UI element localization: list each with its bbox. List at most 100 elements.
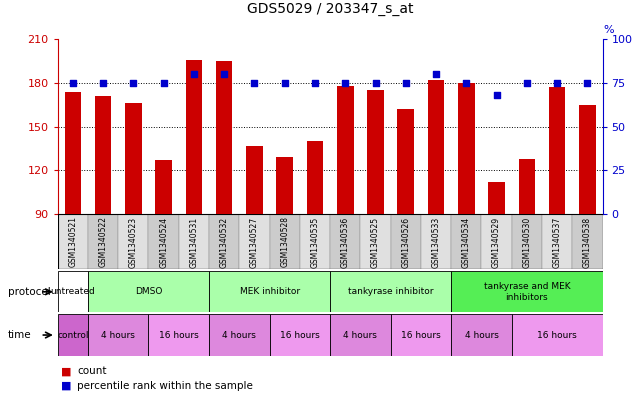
Text: GSM1340537: GSM1340537: [553, 217, 562, 268]
Bar: [451, 214, 481, 269]
Bar: [330, 214, 360, 269]
Bar: [549, 87, 565, 214]
Bar: [337, 86, 354, 214]
Bar: [270, 214, 300, 269]
Bar: [88, 214, 118, 269]
Text: protocol: protocol: [8, 287, 51, 297]
Point: [98, 80, 108, 86]
Bar: [421, 214, 451, 269]
Point: [219, 71, 229, 77]
Bar: [512, 314, 603, 356]
Point: [158, 80, 169, 86]
Bar: [149, 314, 209, 356]
Bar: [579, 105, 595, 214]
Text: GSM1340525: GSM1340525: [371, 217, 380, 268]
Text: GSM1340532: GSM1340532: [220, 217, 229, 268]
Text: GSM1340528: GSM1340528: [280, 217, 289, 267]
Text: 4 hours: 4 hours: [344, 331, 378, 340]
Point: [188, 71, 199, 77]
Bar: [209, 271, 330, 312]
Bar: [488, 182, 505, 214]
Bar: [300, 214, 330, 269]
Text: 4 hours: 4 hours: [465, 331, 499, 340]
Bar: [179, 214, 209, 269]
Text: 4 hours: 4 hours: [101, 331, 135, 340]
Text: GSM1340527: GSM1340527: [250, 217, 259, 268]
Bar: [186, 60, 202, 214]
Bar: [397, 109, 414, 214]
Text: 4 hours: 4 hours: [222, 331, 256, 340]
Point: [552, 80, 562, 86]
Bar: [246, 146, 263, 214]
Bar: [306, 141, 323, 214]
Bar: [572, 214, 603, 269]
Bar: [390, 214, 421, 269]
Text: GSM1340523: GSM1340523: [129, 217, 138, 268]
Point: [68, 80, 78, 86]
Text: ■: ■: [61, 381, 71, 391]
Point: [582, 80, 592, 86]
Bar: [512, 214, 542, 269]
Text: 16 hours: 16 hours: [401, 331, 441, 340]
Bar: [367, 90, 384, 214]
Text: tankyrase inhibitor: tankyrase inhibitor: [348, 287, 433, 296]
Bar: [65, 92, 81, 214]
Bar: [88, 314, 149, 356]
Text: GSM1340521: GSM1340521: [69, 217, 78, 267]
Text: GSM1340535: GSM1340535: [310, 217, 319, 268]
Text: GSM1340530: GSM1340530: [522, 217, 531, 268]
Bar: [209, 314, 270, 356]
Text: GSM1340538: GSM1340538: [583, 217, 592, 268]
Bar: [330, 314, 390, 356]
Text: tankyrase and MEK
inhibitors: tankyrase and MEK inhibitors: [483, 282, 570, 301]
Bar: [542, 214, 572, 269]
Bar: [118, 214, 149, 269]
Bar: [58, 271, 88, 312]
Point: [522, 80, 532, 86]
Point: [310, 80, 320, 86]
Text: GDS5029 / 203347_s_at: GDS5029 / 203347_s_at: [247, 2, 413, 16]
Text: GSM1340526: GSM1340526: [401, 217, 410, 268]
Bar: [276, 157, 293, 214]
Text: MEK inhibitor: MEK inhibitor: [240, 287, 299, 296]
Text: GSM1340522: GSM1340522: [99, 217, 108, 267]
Text: GSM1340531: GSM1340531: [189, 217, 199, 268]
Bar: [270, 314, 330, 356]
Point: [340, 80, 351, 86]
Bar: [95, 96, 112, 214]
Bar: [458, 83, 474, 214]
Bar: [330, 271, 451, 312]
Bar: [239, 214, 270, 269]
Text: untreated: untreated: [51, 287, 96, 296]
Bar: [58, 314, 88, 356]
Text: GSM1340529: GSM1340529: [492, 217, 501, 268]
Bar: [519, 159, 535, 214]
Bar: [451, 271, 603, 312]
Bar: [360, 214, 390, 269]
Text: GSM1340524: GSM1340524: [159, 217, 168, 268]
Text: 16 hours: 16 hours: [280, 331, 320, 340]
Text: 16 hours: 16 hours: [537, 331, 577, 340]
Bar: [390, 314, 451, 356]
Point: [492, 92, 502, 98]
Text: %: %: [604, 26, 615, 35]
Bar: [88, 271, 209, 312]
Text: GSM1340534: GSM1340534: [462, 217, 471, 268]
Text: GSM1340533: GSM1340533: [431, 217, 440, 268]
Bar: [216, 61, 233, 214]
Point: [370, 80, 381, 86]
Point: [128, 80, 138, 86]
Point: [279, 80, 290, 86]
Bar: [451, 314, 512, 356]
Text: percentile rank within the sample: percentile rank within the sample: [77, 381, 253, 391]
Point: [461, 80, 471, 86]
Text: GSM1340536: GSM1340536: [341, 217, 350, 268]
Bar: [428, 80, 444, 214]
Text: ■: ■: [61, 366, 71, 376]
Text: DMSO: DMSO: [135, 287, 162, 296]
Text: count: count: [77, 366, 106, 376]
Point: [431, 71, 441, 77]
Text: time: time: [8, 330, 31, 340]
Bar: [58, 214, 88, 269]
Point: [401, 80, 411, 86]
